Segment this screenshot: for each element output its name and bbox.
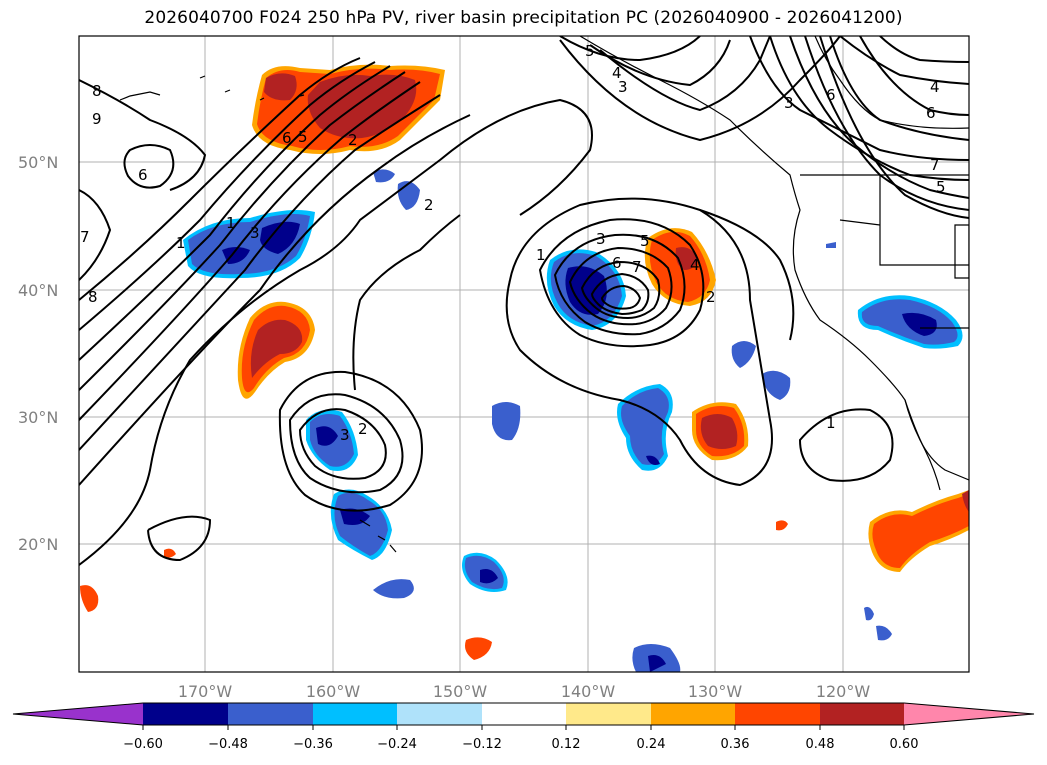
map-title: 2026040700 F024 250 hPa PV, river basin … [144, 8, 903, 28]
lat-label: 50°N [18, 153, 58, 172]
lon-label: 130°W [688, 682, 743, 701]
colorbar-tick-label: 0.60 [890, 737, 919, 752]
coastlines [119, 36, 969, 553]
lon-label: 170°W [178, 682, 233, 701]
contour-label: 6 [138, 166, 148, 184]
colorbar-segment [820, 703, 904, 725]
lat-label: 30°N [18, 408, 58, 427]
colorbar-tick-label: −0.60 [123, 737, 163, 752]
colorbar-tick-label: 0.48 [806, 737, 835, 752]
contour-label: 6 [282, 129, 292, 147]
lat-label: 40°N [18, 281, 58, 300]
contour-label: 3 [618, 78, 628, 96]
lon-label: 160°W [306, 682, 361, 701]
contour-label: 2 [348, 131, 358, 149]
contour-label: 1 [826, 414, 836, 432]
colorbar: −0.60 −0.48 −0.36 −0.24 −0.12 0.12 0.24 … [12, 702, 1035, 752]
contour-label: 5 [936, 178, 946, 196]
contour-label: 4 [690, 256, 700, 274]
colorbar-segment [566, 703, 651, 725]
colorbar-segment [143, 703, 228, 725]
contour-label: 9 [92, 110, 102, 128]
contour-label: 4 [612, 64, 622, 82]
colorbar-segment [651, 703, 735, 725]
map-plot-area: 8 9 6 7 8 6 5 2 3 1 2 1 3 2 5 4 3 3 6 4 … [79, 36, 969, 672]
contour-label: 5 [298, 128, 308, 146]
colorbar-segment [228, 703, 313, 725]
colorbar-tick-label: −0.48 [208, 737, 248, 752]
lat-label: 20°N [18, 535, 58, 554]
contour-label: 6 [826, 86, 836, 104]
colorbar-tick-label: −0.36 [293, 737, 333, 752]
colorbar-tick-label: 0.12 [552, 737, 581, 752]
latitude-labels: 50°N 40°N 30°N 20°N [18, 153, 58, 554]
lon-label: 120°W [816, 682, 871, 701]
contour-label: 6 [926, 104, 936, 122]
colorbar-tick-label: 0.36 [721, 737, 750, 752]
contour-label: 5 [585, 42, 595, 60]
colorbar-tick-label: −0.12 [462, 737, 502, 752]
contour-label: 5 [640, 232, 650, 250]
colorbar-tick-label: 0.24 [637, 737, 666, 752]
lon-label: 140°W [561, 682, 616, 701]
colorbar-extend-right [904, 703, 1034, 725]
colorbar-segment [397, 703, 482, 725]
colorbar-segment [482, 703, 566, 725]
contour-label: 2 [358, 420, 368, 438]
longitude-labels: 170°W 160°W 150°W 140°W 130°W 120°W [178, 682, 871, 701]
contour-label: 2 [424, 196, 434, 214]
contour-label: 8 [92, 82, 102, 100]
contour-label: 4 [930, 78, 940, 96]
contour-label: 7 [632, 258, 642, 276]
contour-label: 3 [250, 224, 260, 242]
contour-label: 3 [340, 426, 350, 444]
contour-label: 1 [536, 246, 546, 264]
contour-label: 3 [596, 230, 606, 248]
contour-labels: 8 9 6 7 8 6 5 2 3 1 2 1 3 2 5 4 3 3 6 4 … [80, 42, 946, 444]
contour-label: 1 [176, 234, 186, 252]
contour-label: 3 [784, 94, 794, 112]
contour-label: 7 [80, 228, 90, 246]
contour-label: 2 [706, 288, 716, 306]
contour-label: 1 [226, 214, 236, 232]
colorbar-tick-label: −0.24 [377, 737, 417, 752]
lon-label: 150°W [433, 682, 488, 701]
colorbar-segment [735, 703, 820, 725]
colorbar-extend-left [13, 703, 143, 725]
contour-label: 6 [612, 254, 622, 272]
gridlines [79, 36, 969, 672]
pv-contours [79, 36, 969, 566]
map-frame [78, 35, 970, 673]
contour-label: 8 [88, 288, 98, 306]
contour-label: 7 [930, 156, 940, 174]
colorbar-segment [313, 703, 397, 725]
